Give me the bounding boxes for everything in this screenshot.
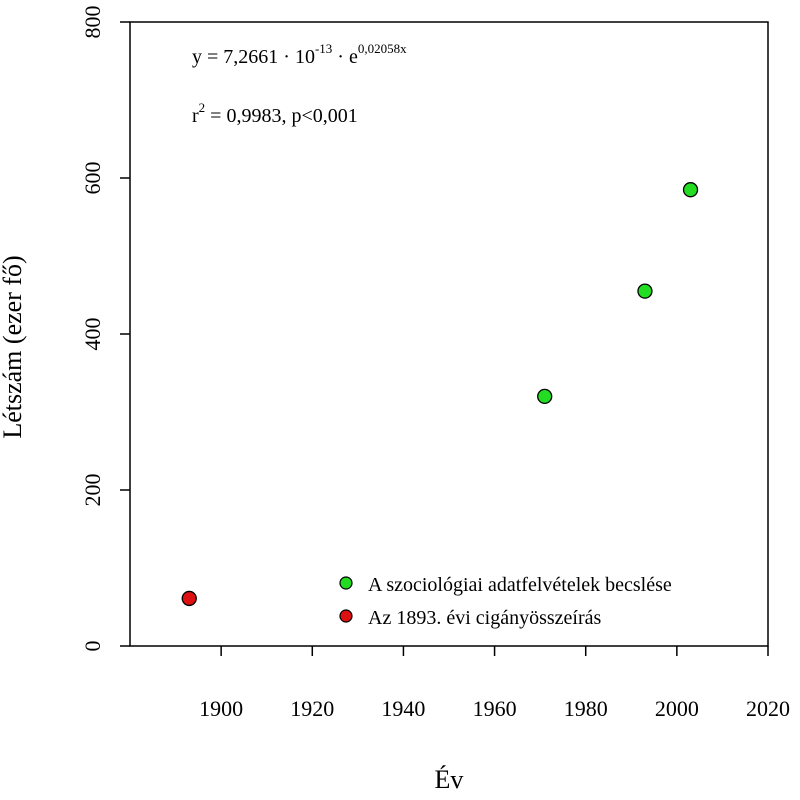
- y-tick-label: 0: [80, 641, 105, 652]
- x-tick-label: 1900: [199, 696, 243, 721]
- equation-annotation: y = 7,2661 · 10-13 · e0,02058x: [192, 41, 407, 68]
- y-tick-label: 800: [80, 6, 105, 39]
- x-tick-label: 2020: [746, 696, 790, 721]
- survey-data-point: [637, 283, 653, 299]
- x-tick-label: 1920: [290, 696, 334, 721]
- x-tick-label: 1940: [381, 696, 425, 721]
- census-data-point: [181, 590, 197, 607]
- r-squared-annotation: r2 = 0,9983, p<0,001: [192, 100, 358, 127]
- survey-data-point: [537, 388, 553, 405]
- x-tick-label: 2000: [655, 696, 699, 721]
- y-tick-label: 400: [80, 318, 105, 351]
- x-tick-label: 1980: [564, 696, 608, 721]
- data-points: [181, 182, 699, 607]
- x-axis-ticks: 1900 1920 1940 1960 1980 2000 2020: [199, 646, 790, 721]
- legend: A szociológiai adatfelvételek becslése A…: [339, 574, 672, 629]
- survey-data-point: [682, 182, 699, 198]
- x-axis-title: Év: [435, 765, 464, 794]
- y-tick-label: 600: [80, 162, 105, 195]
- y-axis-ticks: 0 200 400 600 800: [80, 6, 130, 652]
- x-tick-label: 1960: [473, 696, 517, 721]
- y-axis-title: Létszám (ezer fő): [0, 255, 27, 438]
- legend-label-survey: A szociológiai adatfelvételek becslése: [368, 574, 672, 596]
- legend-marker-census: [339, 609, 353, 623]
- y-tick-label: 200: [80, 474, 105, 507]
- legend-label-census: Az 1893. évi cigányösszeírás: [368, 607, 601, 629]
- legend-marker-survey: [339, 576, 353, 590]
